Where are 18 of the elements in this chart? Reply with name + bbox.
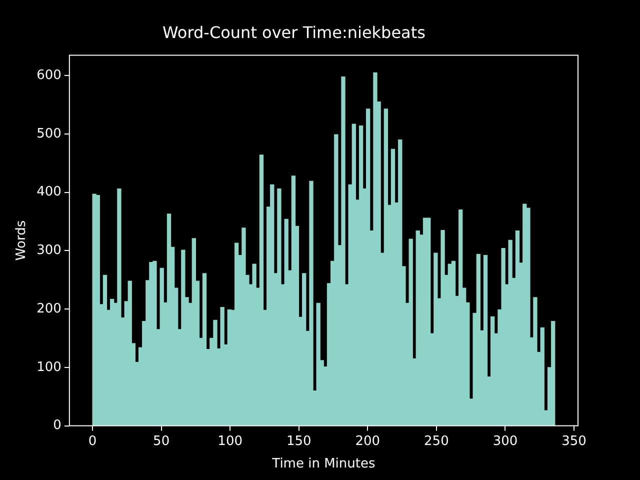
x-tick-label: 50: [153, 434, 170, 449]
x-tick-label: 350: [562, 434, 586, 449]
x-axis-title: Time in Minutes: [271, 456, 376, 472]
y-axis-title: Words: [14, 220, 30, 261]
y-tick-label: 100: [36, 360, 62, 375]
x-tick-label: 200: [355, 434, 380, 449]
x-tick-label: 0: [88, 434, 97, 449]
y-tick-label: 300: [36, 243, 62, 258]
y-tick-label: 500: [36, 126, 62, 142]
y-tick-label: 200: [36, 301, 62, 316]
y-tick-label: 400: [36, 184, 62, 200]
y-tick-label: 600: [36, 68, 62, 83]
x-tick-label: 150: [286, 434, 312, 449]
x-tick-label: 300: [492, 434, 518, 449]
y-tick-label: 0: [53, 418, 62, 434]
x-tick-label: 250: [424, 434, 449, 449]
chart-title: Word-Count over Time:niekbeats: [162, 22, 426, 42]
x-tick-label: 100: [218, 434, 243, 449]
